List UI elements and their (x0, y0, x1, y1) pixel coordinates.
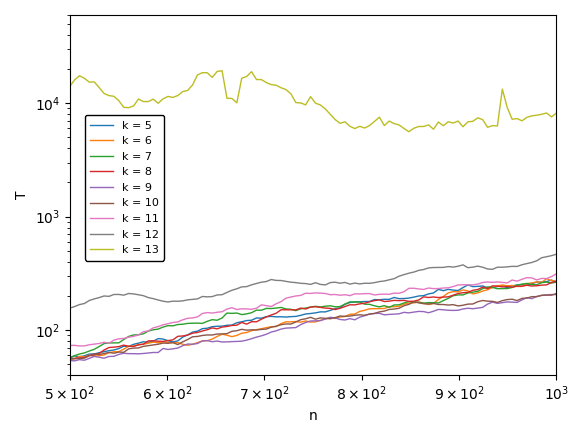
k = 12 (159, 299, 166, 304)
k = 11 (361, 291, 368, 296)
k = 12 (553, 251, 560, 257)
k = 11 (76, 343, 83, 349)
k = 11 (533, 277, 540, 283)
k = 10 (66, 357, 73, 362)
k = 6 (356, 309, 363, 314)
k = 10 (553, 291, 560, 296)
k = 7 (66, 355, 73, 360)
k = 5 (356, 299, 363, 304)
Line: k = 13: k = 13 (69, 71, 557, 132)
k = 10 (159, 340, 166, 346)
k = 7 (529, 282, 536, 287)
k = 9 (533, 294, 540, 299)
k = 11 (165, 321, 172, 326)
Line: k = 9: k = 9 (69, 294, 557, 361)
k = 9 (71, 358, 78, 364)
k = 8 (71, 356, 78, 361)
k = 9 (165, 347, 172, 352)
k = 11 (66, 343, 73, 348)
Line: k = 7: k = 7 (69, 282, 557, 358)
k = 5 (66, 355, 73, 360)
k = 7 (159, 325, 166, 330)
k = 7 (179, 321, 186, 327)
k = 13 (523, 115, 530, 120)
k = 13 (553, 110, 560, 116)
k = 8 (322, 305, 329, 311)
k = 9 (184, 341, 191, 346)
k = 8 (361, 300, 368, 306)
k = 5 (159, 336, 166, 342)
k = 13 (159, 96, 166, 102)
k = 7 (317, 304, 324, 310)
k = 13 (538, 112, 545, 117)
k = 13 (66, 84, 73, 89)
k = 5 (529, 281, 536, 286)
k = 12 (179, 298, 186, 304)
k = 6 (159, 339, 166, 345)
Line: k = 12: k = 12 (69, 254, 557, 308)
Line: k = 11: k = 11 (69, 274, 557, 346)
k = 6 (317, 318, 324, 323)
k = 12 (529, 260, 536, 265)
k = 11 (322, 291, 329, 296)
k = 5 (548, 277, 555, 283)
k = 10 (179, 339, 186, 344)
k = 11 (519, 277, 526, 282)
k = 6 (513, 284, 520, 289)
k = 11 (553, 271, 560, 276)
k = 6 (543, 276, 550, 281)
k = 5 (179, 335, 186, 340)
Line: k = 5: k = 5 (69, 280, 557, 358)
k = 12 (356, 281, 363, 286)
k = 10 (529, 294, 536, 299)
k = 6 (66, 357, 73, 362)
k = 13 (179, 89, 186, 94)
k = 6 (529, 280, 536, 286)
k = 7 (513, 283, 520, 288)
k = 12 (317, 282, 324, 287)
X-axis label: n: n (309, 409, 317, 423)
k = 13 (218, 68, 225, 73)
k = 10 (317, 315, 324, 321)
k = 5 (317, 309, 324, 314)
k = 8 (553, 279, 560, 284)
k = 13 (322, 106, 329, 112)
k = 7 (553, 279, 560, 285)
k = 9 (322, 316, 329, 321)
k = 12 (513, 264, 520, 269)
k = 11 (184, 316, 191, 321)
k = 8 (184, 332, 191, 338)
k = 6 (553, 279, 560, 284)
Line: k = 6: k = 6 (69, 279, 557, 360)
k = 9 (548, 292, 555, 297)
k = 8 (165, 338, 172, 343)
k = 9 (66, 358, 73, 363)
k = 13 (361, 125, 368, 131)
k = 13 (405, 129, 412, 134)
k = 9 (519, 297, 526, 303)
k = 10 (513, 298, 520, 303)
k = 8 (66, 356, 73, 361)
k = 12 (66, 306, 73, 311)
Legend: k = 5, k = 6, k = 7, k = 8, k = 9, k = 10, k = 11, k = 12, k = 13: k = 5, k = 6, k = 7, k = 8, k = 9, k = 1… (85, 115, 164, 261)
k = 8 (519, 283, 526, 289)
k = 10 (356, 312, 363, 318)
Y-axis label: T: T (15, 191, 29, 199)
k = 5 (513, 283, 520, 288)
Line: k = 10: k = 10 (69, 293, 557, 359)
k = 9 (553, 292, 560, 297)
k = 6 (179, 342, 186, 347)
k = 9 (361, 313, 368, 318)
k = 5 (553, 279, 560, 285)
k = 7 (543, 279, 550, 285)
Line: k = 8: k = 8 (69, 281, 557, 358)
k = 8 (533, 283, 540, 288)
k = 7 (356, 299, 363, 304)
